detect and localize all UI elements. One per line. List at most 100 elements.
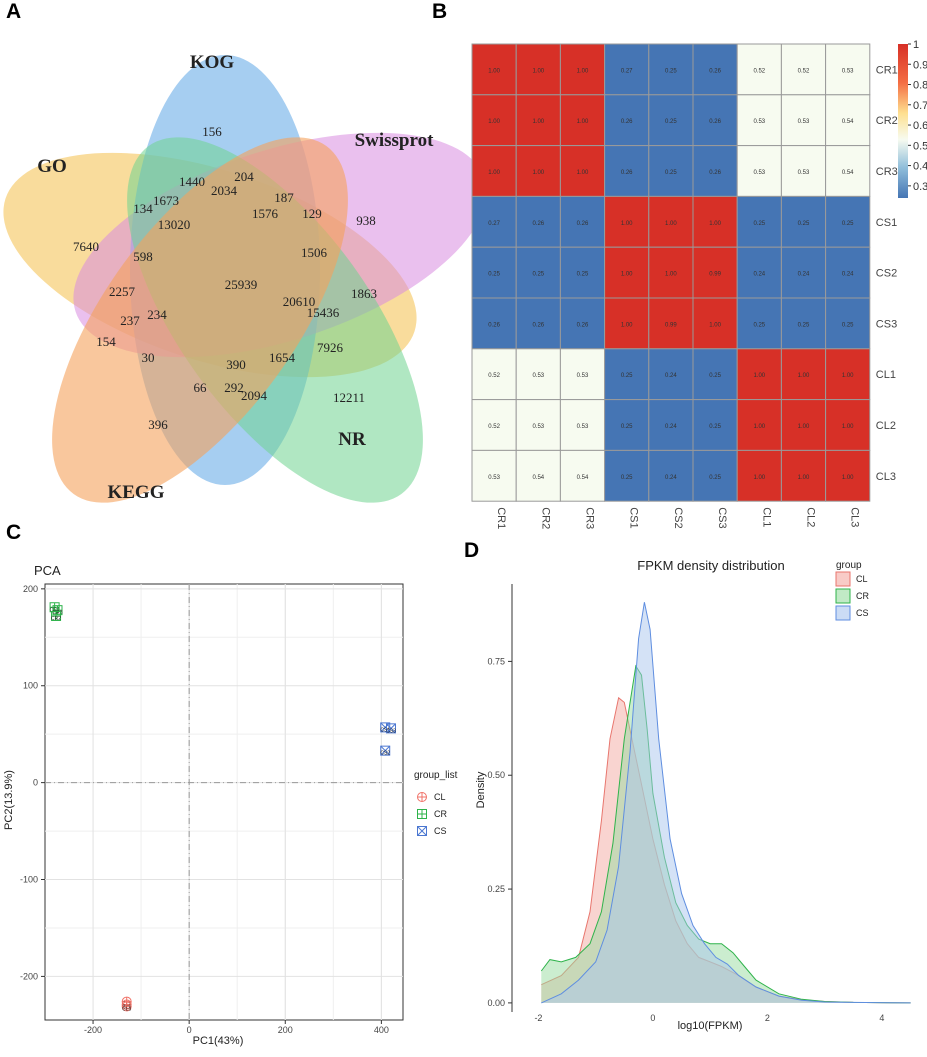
venn-region-value: 938 [356,213,376,228]
heatmap-cell-value: 0.25 [709,475,721,481]
heatmap-cell-value: 1.00 [621,322,633,328]
heatmap-cell-value: 0.53 [577,424,589,430]
venn-region-value: 25939 [225,277,258,292]
heatmap-cell-value: 0.54 [842,170,854,176]
heatmap-cell-value: 1.00 [753,373,765,379]
heatmap-col-label: CL3 [849,507,861,527]
heatmap-cell [559,297,606,350]
heatmap-cell [604,94,650,147]
heatmap-cell-value: 1.00 [709,322,721,328]
density-xtick-label: 4 [879,1013,884,1023]
heatmap-row-label: CR3 [876,166,898,178]
density-xtick-label: 0 [650,1013,655,1023]
heatmap-cell-value: 0.99 [665,322,677,328]
pca-xtick-label: 0 [187,1025,192,1035]
heatmap-cell-value: 0.24 [798,272,810,278]
pca-ytick-label: 200 [23,584,38,594]
heatmap-cell [692,348,738,401]
pca-point-label: CR2 [51,616,61,622]
heatmap-cell-value: 0.26 [709,68,721,74]
pca-plot: PCA CL1CL2CL3CR1CR3CR2CS1CS3CS2 -2000200… [3,563,458,1047]
venn-region-value: 66 [194,380,208,395]
heatmap-cell-value: 0.99 [709,272,721,278]
heatmap-cell [825,43,871,96]
heatmap-cell [780,348,827,401]
heatmap-cell [559,43,606,96]
heatmap-cell-value: 0.53 [798,119,810,125]
pca-ytick-label: -200 [20,971,38,981]
pca-legend-label: CL [434,792,446,802]
venn-region-value: 15436 [307,305,340,320]
pca-point-label: CR3 [52,610,62,616]
heatmap-cell [825,348,871,401]
heatmap-cell-value: 1.00 [577,68,589,74]
heatmap-cell [515,94,561,147]
heatmap-cell-value: 0.53 [577,373,589,379]
density-legend-label: CS [856,608,869,618]
pca-legend-item: CR [417,809,447,819]
heatmap-cell-value: 0.24 [665,475,677,481]
colorbar-tick-label: 0.4 [913,161,927,173]
density-xtick-label: -2 [534,1013,542,1023]
density-ytick-label: 0.75 [487,656,505,666]
heatmap-cell [471,246,517,299]
venn-region-value: 134 [133,201,153,216]
panel-letter-a: A [6,0,22,23]
pca-ytick-label: -100 [20,875,38,885]
venn-label-kegg: KEGG [107,482,164,503]
heatmap-cell [692,43,738,96]
heatmap-cell [780,246,827,299]
heatmap-cell [780,94,827,147]
density-legend-title: group [836,560,862,571]
pca-legend-key [417,826,427,836]
heatmap-cell-value: 0.26 [577,221,589,227]
heatmap-cell-value: 0.24 [665,373,677,379]
heatmap-cell-value: 1.00 [798,475,810,481]
venn-region-value: 2034 [211,183,238,198]
venn-label-kog: KOG [190,52,235,73]
pca-point [380,745,391,756]
heatmap-cell-value: 0.25 [665,68,677,74]
heatmap-colorbar [898,44,908,198]
heatmap-cell-value: 0.25 [753,322,765,328]
heatmap-cell-value: 0.53 [753,119,765,125]
heatmap-cell-value: 0.53 [798,170,810,176]
heatmap-cell-value: 1.00 [665,221,677,227]
heatmap-row-label: CS2 [876,268,897,280]
heatmap-cell-value: 1.00 [798,373,810,379]
venn-label-swissprot: Swissprot [355,130,435,151]
venn-region-value: 234 [147,307,167,322]
heatmap-cell-value: 0.25 [842,322,854,328]
heatmap-cell-value: 0.25 [798,221,810,227]
pca-legend-label: CS [434,826,447,836]
heatmap-cell [736,297,782,350]
heatmap-cell [736,145,782,197]
venn-region-value: 1654 [269,350,296,365]
density-legend-key [835,605,851,621]
heatmap-cell-value: 0.25 [621,424,633,430]
heatmap-col-label: CS3 [716,507,728,528]
heatmap-cell [604,195,650,248]
heatmap-col-label: CR1 [495,507,507,529]
heatmap-cell-value: 0.54 [842,119,854,125]
pca-point [385,723,396,734]
pca-point-glyph [380,745,391,756]
heatmap-cell-value: 1.00 [709,221,721,227]
heatmap-cell [648,297,694,350]
density-legend-item: CS [835,605,869,621]
venn-set-kegg [52,137,348,503]
heatmap-cell-value: 1.00 [842,424,854,430]
colorbar-tick-label: 0.8 [913,80,927,92]
venn-label-go: GO [37,156,67,177]
heatmap-cell [825,145,871,197]
density-ytick-label: 0.00 [487,998,505,1008]
pca-xtick-label: 200 [278,1025,293,1035]
heatmap-cell [648,145,694,197]
heatmap-cell-value: 0.27 [621,68,633,74]
heatmap-row-label: CL3 [876,471,896,483]
heatmap-cell [780,145,827,197]
heatmap-cell [825,449,871,502]
heatmap-cell-value: 0.25 [709,373,721,379]
pca-xtick-label: 400 [374,1025,389,1035]
heatmap-cell-value: 0.53 [532,373,544,379]
